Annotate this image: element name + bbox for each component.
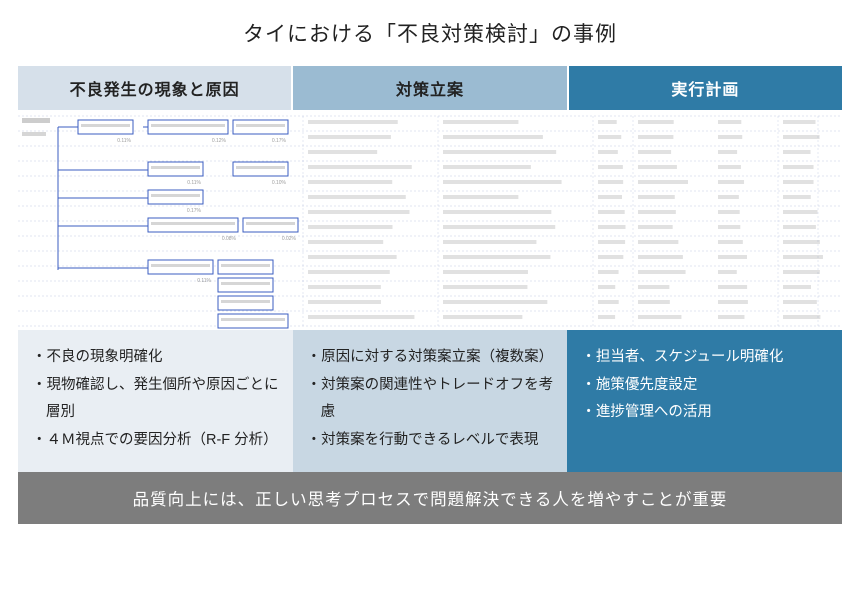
bullet: 対策案を行動できるレベルで表現 — [307, 427, 554, 455]
desc-col-2: 原因に対する対策案立案（複数案） 対策案の関連性やトレードオフを考慮 対策案を行… — [293, 330, 568, 472]
svg-text:0.17%: 0.17% — [272, 138, 287, 144]
svg-text:0.02%: 0.02% — [282, 236, 297, 242]
embedded-spreadsheet-screenshot: 0.11% 0.12% 0.17% 0.11% 0.17% 0.10% 0.08% 0.02%… — [18, 110, 842, 330]
bullet: 対策案の関連性やトレードオフを考慮 — [307, 372, 554, 427]
desc-col-3: 担当者、スケジュール明確化 施策優先度設定 進捗管理への活用 — [567, 330, 842, 472]
desc-list-2: 原因に対する対策案立案（複数案） 対策案の関連性やトレードオフを考慮 対策案を行… — [307, 344, 554, 454]
footer-message: 品質向上には、正しい思考プロセスで問題解決できる人を増やすことが重要 — [18, 472, 842, 524]
column-headers-row: 不良発生の現象と原因 対策立案 実行計画 — [18, 66, 842, 110]
bullet: 担当者、スケジュール明確化 — [581, 344, 828, 372]
col-header-3: 実行計画 — [569, 66, 842, 110]
svg-text:0.08%: 0.08% — [222, 236, 237, 242]
col-3: 実行計画 — [569, 66, 842, 110]
svg-text:0.11%: 0.11% — [117, 138, 131, 144]
diagram-svg: 0.11% 0.12% 0.17% 0.11% 0.17% 0.10% 0.08% 0.02%… — [18, 110, 842, 330]
bullet: 現物確認し、発生個所や原因ごとに層別 — [32, 372, 279, 427]
desc-list-1: 不良の現象明確化 現物確認し、発生個所や原因ごとに層別 ４Ｍ視点での要因分析（R… — [32, 344, 279, 454]
slide: タイにおける「不良対策検討」の事例 不良発生の現象と原因 対策立案 実行計画 0… — [0, 0, 860, 597]
desc-list-3: 担当者、スケジュール明確化 施策優先度設定 進捗管理への活用 — [581, 344, 828, 427]
svg-text:0.17%: 0.17% — [187, 208, 202, 214]
description-row: 不良の現象明確化 現物確認し、発生個所や原因ごとに層別 ４Ｍ視点での要因分析（R… — [18, 330, 842, 472]
col-2: 対策立案 — [293, 66, 566, 110]
svg-text:0.10%: 0.10% — [272, 180, 287, 186]
col-header-2: 対策立案 — [293, 66, 566, 110]
col-1: 不良発生の現象と原因 — [18, 66, 291, 110]
svg-text:0.11%: 0.11% — [187, 180, 201, 186]
bullet: 進捗管理への活用 — [581, 399, 828, 427]
col-header-1: 不良発生の現象と原因 — [18, 66, 291, 110]
bullet: 不良の現象明確化 — [32, 344, 279, 372]
bullet: 施策優先度設定 — [581, 372, 828, 400]
svg-text:0.12%: 0.12% — [212, 138, 227, 144]
bullet: ４Ｍ視点での要因分析（R-F 分析） — [32, 427, 279, 455]
page-title: タイにおける「不良対策検討」の事例 — [18, 18, 842, 48]
svg-text:0.11%: 0.11% — [197, 278, 211, 284]
desc-col-1: 不良の現象明確化 現物確認し、発生個所や原因ごとに層別 ４Ｍ視点での要因分析（R… — [18, 330, 293, 472]
bullet: 原因に対する対策案立案（複数案） — [307, 344, 554, 372]
